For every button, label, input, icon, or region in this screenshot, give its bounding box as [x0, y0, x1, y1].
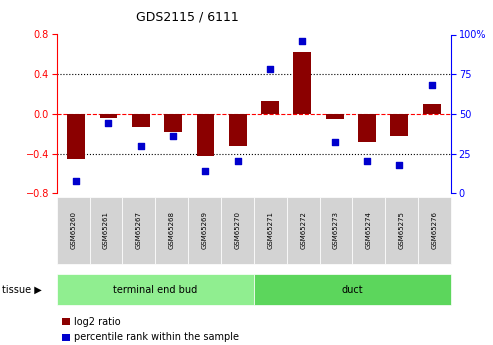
Point — [266, 67, 274, 72]
Bar — [67, 114, 85, 159]
Text: GSM65270: GSM65270 — [235, 211, 241, 249]
Bar — [293, 52, 311, 114]
Text: GSM65267: GSM65267 — [136, 211, 142, 249]
Bar — [100, 114, 117, 118]
Text: tissue ▶: tissue ▶ — [2, 285, 42, 295]
Bar — [423, 104, 441, 114]
Text: GSM65269: GSM65269 — [202, 211, 208, 249]
Bar — [390, 114, 408, 136]
Bar — [261, 101, 279, 114]
Text: GSM65272: GSM65272 — [300, 211, 306, 249]
Point — [137, 143, 144, 148]
Point — [169, 133, 177, 139]
Point — [363, 159, 371, 164]
Text: GSM65260: GSM65260 — [70, 211, 76, 249]
Text: GSM65276: GSM65276 — [432, 211, 438, 249]
Bar — [358, 114, 376, 141]
Text: GSM65261: GSM65261 — [103, 211, 109, 249]
Text: GSM65268: GSM65268 — [169, 211, 175, 249]
Text: GSM65275: GSM65275 — [399, 211, 405, 249]
Bar — [132, 114, 150, 127]
Text: log2 ratio: log2 ratio — [74, 317, 121, 326]
Text: duct: duct — [342, 285, 363, 295]
Point — [72, 178, 80, 183]
Text: GSM65271: GSM65271 — [267, 211, 273, 249]
Point — [298, 38, 306, 43]
Text: percentile rank within the sample: percentile rank within the sample — [74, 333, 240, 342]
Bar — [326, 114, 344, 119]
Point — [234, 159, 242, 164]
Text: GSM65273: GSM65273 — [333, 211, 339, 249]
Point — [202, 168, 210, 174]
Point — [105, 121, 112, 126]
Bar — [229, 114, 246, 146]
Bar — [197, 114, 214, 156]
Point — [331, 140, 339, 145]
Point — [428, 82, 436, 88]
Bar — [164, 114, 182, 132]
Point — [395, 162, 403, 167]
Text: terminal end bud: terminal end bud — [113, 285, 197, 295]
Text: GDS2115 / 6111: GDS2115 / 6111 — [136, 10, 239, 23]
Text: GSM65274: GSM65274 — [366, 211, 372, 249]
